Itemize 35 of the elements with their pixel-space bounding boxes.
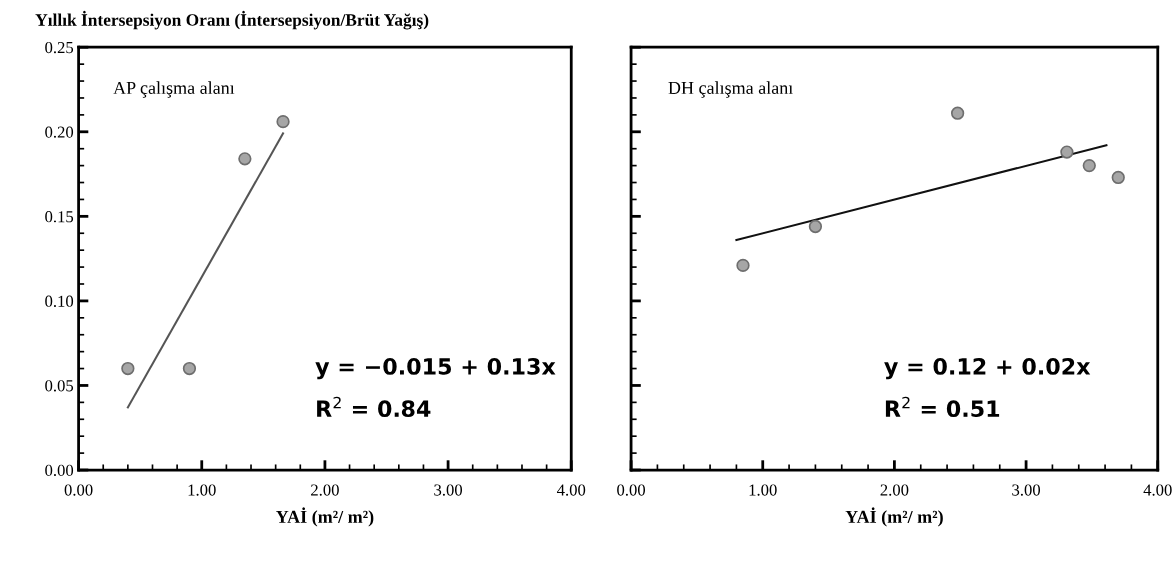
x-axis-title: YAİ (m²/ m²) [845,507,943,527]
point [736,258,750,273]
y-tick-label: 0.00 [45,464,74,477]
y-tick-label: 0.10 [45,295,74,307]
point [276,114,290,129]
annotation: y = 0.12 + 0.02x [884,358,1091,380]
y-tick-label: 0.25 [45,41,74,54]
y-tick-label: 0.20 [45,126,74,138]
x-tick-label: 0.00 [64,484,93,496]
x-tick-label: 3.00 [1012,484,1041,496]
point [950,106,965,120]
x-tick-label: 3.00 [434,484,463,496]
y-tick-label: 0.05 [45,380,74,392]
x-axis-title: YAİ (m²/ m²) [276,507,374,527]
point [121,361,135,376]
x-tick-label: 4.00 [1143,484,1172,496]
point [1060,145,1074,159]
x-tick-label: 2.00 [880,484,909,496]
y-axis-title: Yıllık İntersepsiyon Oranı (İntersepsiyon/Brüt Yağış) [35,10,429,30]
x-tick-label: 4.00 [556,484,586,496]
x-tick-label: 2.00 [311,484,339,496]
annotation: y = −0.015 + 0.13x [315,358,556,380]
x-tick-label: 1.00 [188,484,216,496]
point [1082,158,1096,173]
y-tick-label: 0.15 [45,211,74,223]
annotation: AP çalışma alanı [113,81,235,98]
point [808,219,823,234]
point [238,152,252,166]
annotation: R$^{2}$ = 0.84 [317,396,431,418]
annotation: DH çalışma alanı [668,81,793,98]
point [1111,170,1125,185]
x-tick-label: 0.00 [617,484,646,496]
x-tick-label: 1.00 [749,484,777,496]
annotation: R$^{2}$ = 0.51 [885,396,1000,418]
point [182,361,197,376]
